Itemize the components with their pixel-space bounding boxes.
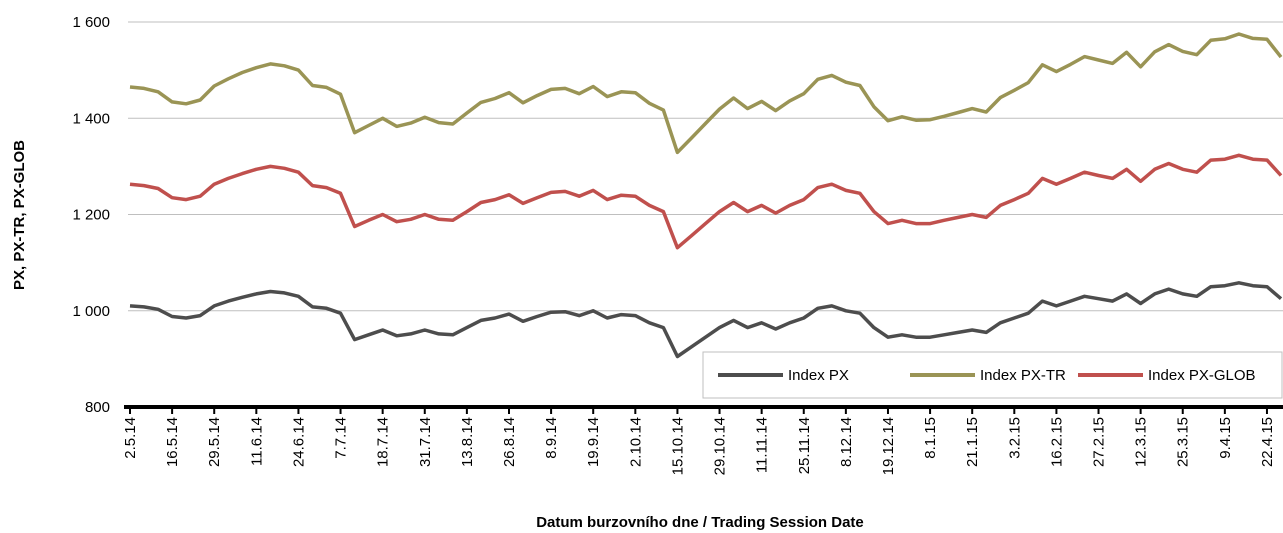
line [129, 32, 1283, 155]
x-tick-label: 2.5.14 [122, 417, 139, 459]
x-tick-label: 13.8.14 [459, 417, 476, 467]
x-tick-label: 29.5.14 [206, 417, 223, 467]
x-tick-label: 7.7.14 [333, 417, 350, 459]
x-tick-label: 15.10.14 [669, 417, 686, 475]
x-tick-label: 8.1.15 [922, 417, 939, 459]
legend-label: Index PX [788, 367, 849, 384]
x-tick-label: 11.11.14 [754, 417, 771, 473]
x-tick-label: 16.5.14 [164, 417, 181, 467]
x-tick-label: 8.12.14 [838, 417, 855, 467]
x-tick-label: 24.6.14 [290, 417, 307, 467]
y-tick-label: 1 000 [72, 303, 110, 320]
x-tick-label: 11.6.14 [248, 417, 265, 466]
x-tick-label: 9.4.15 [1217, 417, 1234, 459]
x-tick-label: 25.3.15 [1175, 417, 1192, 467]
y-tick-label: 1 400 [72, 110, 110, 127]
x-tick-label: 31.7.14 [417, 417, 434, 467]
line [129, 153, 1283, 250]
x-tick-label: 19.9.14 [585, 417, 602, 467]
x-tick-label: 8.9.14 [543, 417, 560, 459]
x-tick-label: 22.4.15 [1259, 417, 1276, 467]
x-tick-label: 26.8.14 [501, 417, 518, 467]
x-tick-label: 3.2.15 [1006, 417, 1023, 459]
x-tick-label: 29.10.14 [712, 417, 729, 475]
x-tick-label: 27.2.15 [1091, 417, 1108, 467]
x-tick-label: 12.3.15 [1133, 417, 1150, 467]
legend-label: Index PX-TR [980, 367, 1066, 384]
y-tick-label: 1 600 [72, 14, 110, 31]
x-tick-label: 2.10.14 [627, 417, 644, 467]
x-tick-label: 16.2.15 [1048, 417, 1065, 467]
x-tick-label: 21.1.15 [964, 417, 981, 467]
x-tick-label: 19.12.14 [880, 417, 897, 475]
legend-box [702, 351, 1283, 399]
y-axis-title: PX, PX-TR, PX-GLOB [11, 140, 28, 290]
y-tick-label: 800 [85, 399, 110, 416]
legend: Index PX Index PX-TR Index PX-GLOB [702, 351, 1283, 399]
legend-label: Index PX-GLOB [1148, 367, 1256, 384]
x-axis-title: Datum burzovního dne / Trading Session D… [536, 514, 864, 531]
line [129, 281, 1283, 359]
x-tick-label: 18.7.14 [375, 417, 392, 467]
x-tick-label: 25.11.14 [796, 417, 813, 474]
y-tick-label: 1 200 [72, 207, 110, 224]
